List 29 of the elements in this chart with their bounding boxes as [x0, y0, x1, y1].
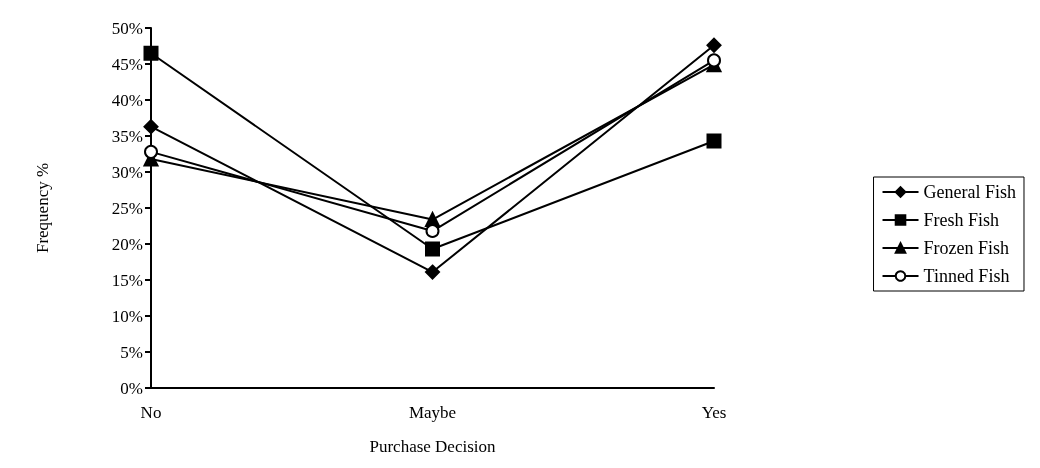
point [706, 37, 722, 53]
y-tick-label: 25% [111, 198, 143, 218]
point [144, 144, 158, 159]
y-tick-label: 40% [111, 90, 143, 110]
x-axis-title: Purchase Decision [369, 437, 497, 456]
legend-label: Frozen Fish [923, 238, 1010, 258]
y-tick-label: 50% [111, 18, 143, 38]
point [425, 264, 440, 280]
y-tick-label: 5% [120, 342, 143, 362]
legend-label: Tinned Fish [923, 266, 1010, 286]
y-tick-label: 20% [111, 234, 143, 254]
point [425, 224, 440, 239]
point [143, 45, 159, 61]
point [707, 53, 721, 68]
y-tick-label: 10% [111, 306, 143, 326]
y-tick-label: 45% [111, 54, 143, 74]
legend-label: Fresh Fish [923, 210, 1000, 230]
point [425, 241, 440, 257]
point [706, 133, 722, 149]
y-tick-label: 35% [111, 126, 143, 146]
y-tick-label: 0% [120, 378, 143, 398]
y-tick-label: 15% [111, 270, 143, 290]
point [143, 119, 159, 135]
x-tick-label: Yes [701, 403, 727, 422]
x-tick-label: No [140, 403, 162, 422]
y-axis-title: Frequency % [33, 162, 52, 254]
x-tick-label: Maybe [408, 403, 457, 422]
legend-label: General Fish [923, 182, 1017, 202]
y-tick-label: 30% [111, 162, 143, 182]
